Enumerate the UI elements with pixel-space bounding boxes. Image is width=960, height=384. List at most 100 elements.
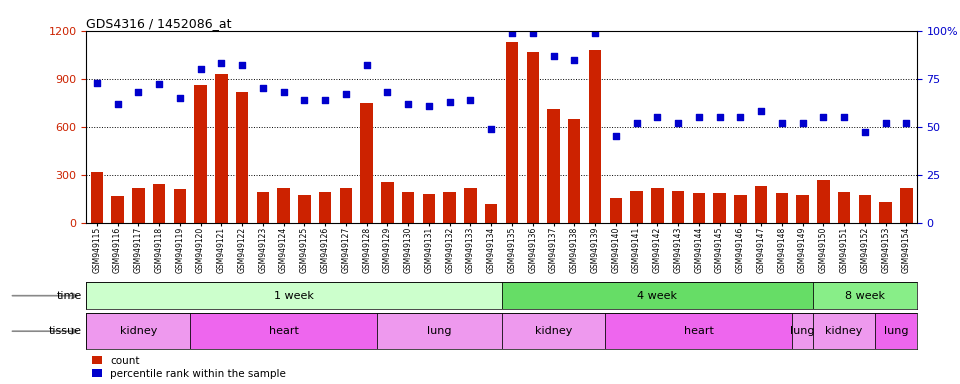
Bar	[236, 91, 249, 223]
Point	[318, 97, 333, 103]
Bar	[444, 192, 456, 223]
Bar	[132, 187, 145, 223]
Bar	[422, 194, 435, 223]
Bar	[817, 180, 829, 223]
Text: kidney: kidney	[826, 326, 863, 336]
Text: 4 week: 4 week	[637, 291, 678, 301]
Bar	[692, 193, 705, 223]
Bar	[713, 193, 726, 223]
Bar	[879, 202, 892, 223]
Point	[629, 120, 644, 126]
Point	[297, 97, 312, 103]
Text: lung: lung	[790, 326, 815, 336]
Bar	[360, 103, 372, 223]
Text: kidney: kidney	[535, 326, 572, 336]
Bar	[734, 195, 747, 223]
Text: GDS4316 / 1452086_at: GDS4316 / 1452086_at	[86, 17, 232, 30]
Text: kidney: kidney	[120, 326, 157, 336]
Bar	[86, 313, 190, 349]
Bar	[813, 313, 876, 349]
Bar	[568, 119, 581, 223]
Bar	[631, 191, 643, 223]
Point	[276, 89, 291, 95]
Point	[193, 66, 208, 72]
Bar	[501, 313, 606, 349]
Point	[421, 103, 437, 109]
Point	[172, 95, 187, 101]
Bar	[90, 172, 103, 223]
Point	[89, 79, 105, 86]
Text: time: time	[57, 291, 82, 301]
Bar	[277, 187, 290, 223]
Point	[152, 81, 167, 88]
Point	[504, 30, 519, 36]
Bar	[526, 51, 539, 223]
Point	[754, 108, 769, 114]
Point	[712, 114, 728, 120]
Bar	[900, 188, 913, 223]
Point	[588, 30, 603, 36]
Bar	[86, 282, 501, 309]
Point	[732, 114, 748, 120]
Bar	[506, 42, 518, 223]
Bar	[776, 193, 788, 223]
Bar	[299, 195, 311, 223]
Bar	[377, 313, 501, 349]
Bar	[190, 313, 377, 349]
Point	[131, 89, 146, 95]
Point	[566, 56, 582, 63]
Bar	[588, 50, 601, 223]
Text: heart: heart	[684, 326, 713, 336]
Point	[442, 99, 457, 105]
Bar	[838, 192, 851, 223]
Text: tissue: tissue	[49, 326, 82, 336]
Point	[463, 97, 478, 103]
Point	[380, 89, 396, 95]
Point	[359, 62, 374, 68]
Point	[400, 101, 416, 107]
Text: 8 week: 8 week	[845, 291, 885, 301]
Bar	[755, 186, 767, 223]
Point	[546, 53, 562, 59]
Bar	[672, 191, 684, 223]
Point	[525, 30, 540, 36]
Bar	[319, 192, 331, 223]
Bar	[381, 182, 394, 223]
Bar	[610, 198, 622, 223]
Point	[691, 114, 707, 120]
Bar	[501, 282, 813, 309]
Point	[484, 126, 499, 132]
Text: 1 week: 1 week	[274, 291, 314, 301]
Point	[795, 120, 810, 126]
Point	[214, 60, 229, 66]
Bar	[194, 85, 206, 223]
Bar	[485, 204, 497, 223]
Bar	[876, 313, 917, 349]
Point	[670, 120, 685, 126]
Point	[836, 114, 852, 120]
Bar	[792, 313, 813, 349]
Text: lung: lung	[884, 326, 908, 336]
Bar	[174, 189, 186, 223]
Bar	[797, 195, 809, 223]
Bar	[402, 192, 415, 223]
Point	[878, 120, 894, 126]
Point	[234, 62, 250, 68]
Text: heart: heart	[269, 326, 299, 336]
Point	[650, 114, 665, 120]
Bar	[340, 188, 352, 223]
Bar	[858, 195, 871, 223]
Point	[857, 129, 873, 136]
Point	[109, 101, 125, 107]
Point	[608, 133, 623, 139]
Point	[338, 91, 353, 97]
Bar	[256, 192, 269, 223]
Point	[774, 120, 789, 126]
Bar	[813, 282, 917, 309]
Bar	[651, 187, 663, 223]
Point	[816, 114, 831, 120]
Legend: count, percentile rank within the sample: count, percentile rank within the sample	[91, 356, 286, 379]
Bar	[111, 195, 124, 223]
Point	[255, 85, 271, 91]
Text: lung: lung	[427, 326, 451, 336]
